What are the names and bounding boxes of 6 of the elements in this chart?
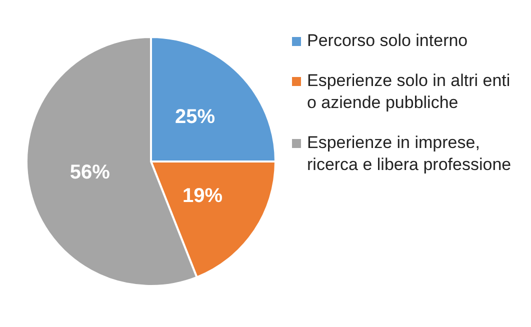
legend-label: Esperienze in imprese, ricerca e libera professione [307, 132, 512, 176]
data-label: 25% [175, 106, 216, 128]
legend-label: Percorso solo interno [307, 30, 468, 52]
legend-label: Esperienze solo in altri enti o aziende pubbliche [307, 70, 512, 114]
data-label: 19% [182, 185, 223, 208]
data-label: 56% [70, 162, 110, 184]
